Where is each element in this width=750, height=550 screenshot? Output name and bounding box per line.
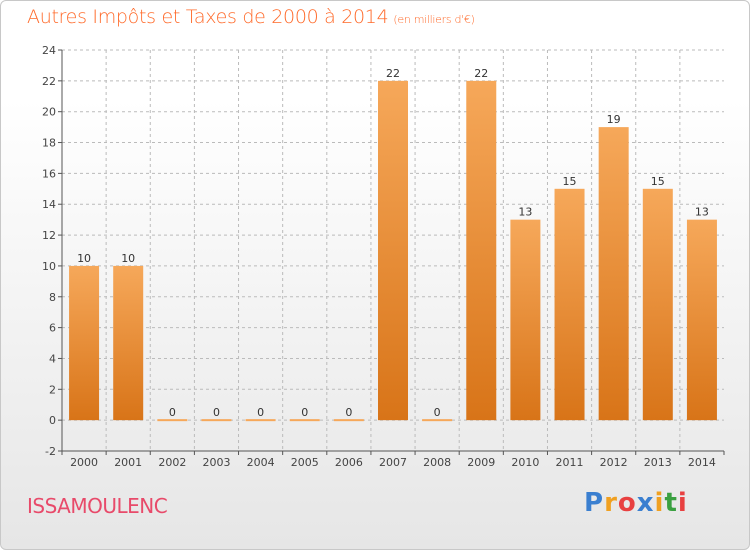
- bar-value-label: 13: [518, 206, 532, 219]
- y-tick-label: 24: [42, 44, 56, 57]
- chart-subtitle: (en milliers d'€): [393, 13, 475, 26]
- x-tick-label: 2007: [379, 456, 407, 469]
- bar: [113, 265, 144, 421]
- y-tick-label: 8: [49, 291, 56, 304]
- y-tick-label: 4: [49, 352, 56, 365]
- x-tick-label: 2009: [467, 456, 495, 469]
- bar-value-label: 13: [695, 206, 709, 219]
- x-tick-label: 2013: [644, 456, 672, 469]
- bar-value-label: 15: [563, 175, 577, 188]
- logo-letter: P: [584, 488, 605, 518]
- x-tick-label: 2002: [158, 456, 186, 469]
- y-tick-label: 10: [42, 260, 56, 273]
- place-name: ISSAMOULENC: [27, 494, 168, 518]
- y-tick-label: 12: [42, 229, 56, 242]
- y-tick-label: 14: [42, 198, 56, 211]
- y-tick-label: 18: [42, 137, 56, 150]
- bar-value-label: 0: [434, 406, 441, 419]
- bar-value-label: 10: [77, 252, 91, 265]
- bar: [422, 419, 453, 422]
- bar-value-label: 0: [257, 406, 264, 419]
- bar: [289, 419, 320, 422]
- bar-value-label: 15: [651, 175, 665, 188]
- bar: [69, 265, 100, 421]
- x-tick-label: 2010: [511, 456, 539, 469]
- bar: [554, 188, 585, 421]
- chart-title-text: Autres Impôts et Taxes de 2000 à 2014: [27, 6, 389, 28]
- bar: [378, 80, 408, 421]
- bars: 10 10 0 0 0 0 0 22 0 22 13 15 19 15 13: [69, 67, 717, 422]
- proxiti-logo: Proxiti: [584, 488, 688, 518]
- logo-letter: t: [664, 488, 678, 518]
- logo-letter: i: [654, 488, 665, 518]
- bar-value-label: 0: [301, 406, 308, 419]
- y-tick-label: 20: [42, 106, 56, 119]
- bar: [686, 219, 717, 421]
- bar: [598, 127, 629, 421]
- bar-value-label: 19: [607, 113, 621, 126]
- x-tick-label: 2000: [70, 456, 98, 469]
- bar: [642, 188, 673, 421]
- x-tick-label: 2003: [202, 456, 230, 469]
- y-tick-label: -2: [45, 445, 56, 458]
- chart-title: Autres Impôts et Taxes de 2000 à 2014 (en…: [27, 6, 475, 28]
- bar: [466, 80, 497, 421]
- bar: [157, 419, 188, 422]
- bar: [245, 419, 276, 422]
- x-tick-label: 2012: [600, 456, 628, 469]
- x-tick-label: 2001: [114, 456, 142, 469]
- x-tick-label: 2006: [335, 456, 363, 469]
- y-tick-label: 22: [42, 75, 56, 88]
- bar-value-label: 0: [213, 406, 220, 419]
- y-tick-label: 16: [42, 167, 56, 180]
- bar: [333, 419, 364, 422]
- x-tick-label: 2008: [423, 456, 451, 469]
- bar: [510, 219, 541, 421]
- bar-value-label: 0: [345, 406, 352, 419]
- bar-value-label: 10: [121, 252, 135, 265]
- bar: [201, 419, 232, 422]
- bar-value-label: 22: [474, 67, 488, 80]
- x-tick-label: 2005: [291, 456, 319, 469]
- y-tick-label: 6: [49, 322, 56, 335]
- logo-letter: x: [636, 488, 655, 518]
- logo-letter: i: [677, 488, 688, 518]
- x-tick-label: 2014: [688, 456, 716, 469]
- logo-letter: r: [604, 488, 618, 518]
- y-tick-label: 0: [49, 414, 56, 427]
- logo-letter: o: [617, 488, 637, 518]
- bar-value-label: 22: [386, 67, 400, 80]
- y-tick-label: 2: [49, 383, 56, 396]
- bar-value-label: 0: [169, 406, 176, 419]
- x-tick-label: 2011: [556, 456, 584, 469]
- x-tick-label: 2004: [247, 456, 275, 469]
